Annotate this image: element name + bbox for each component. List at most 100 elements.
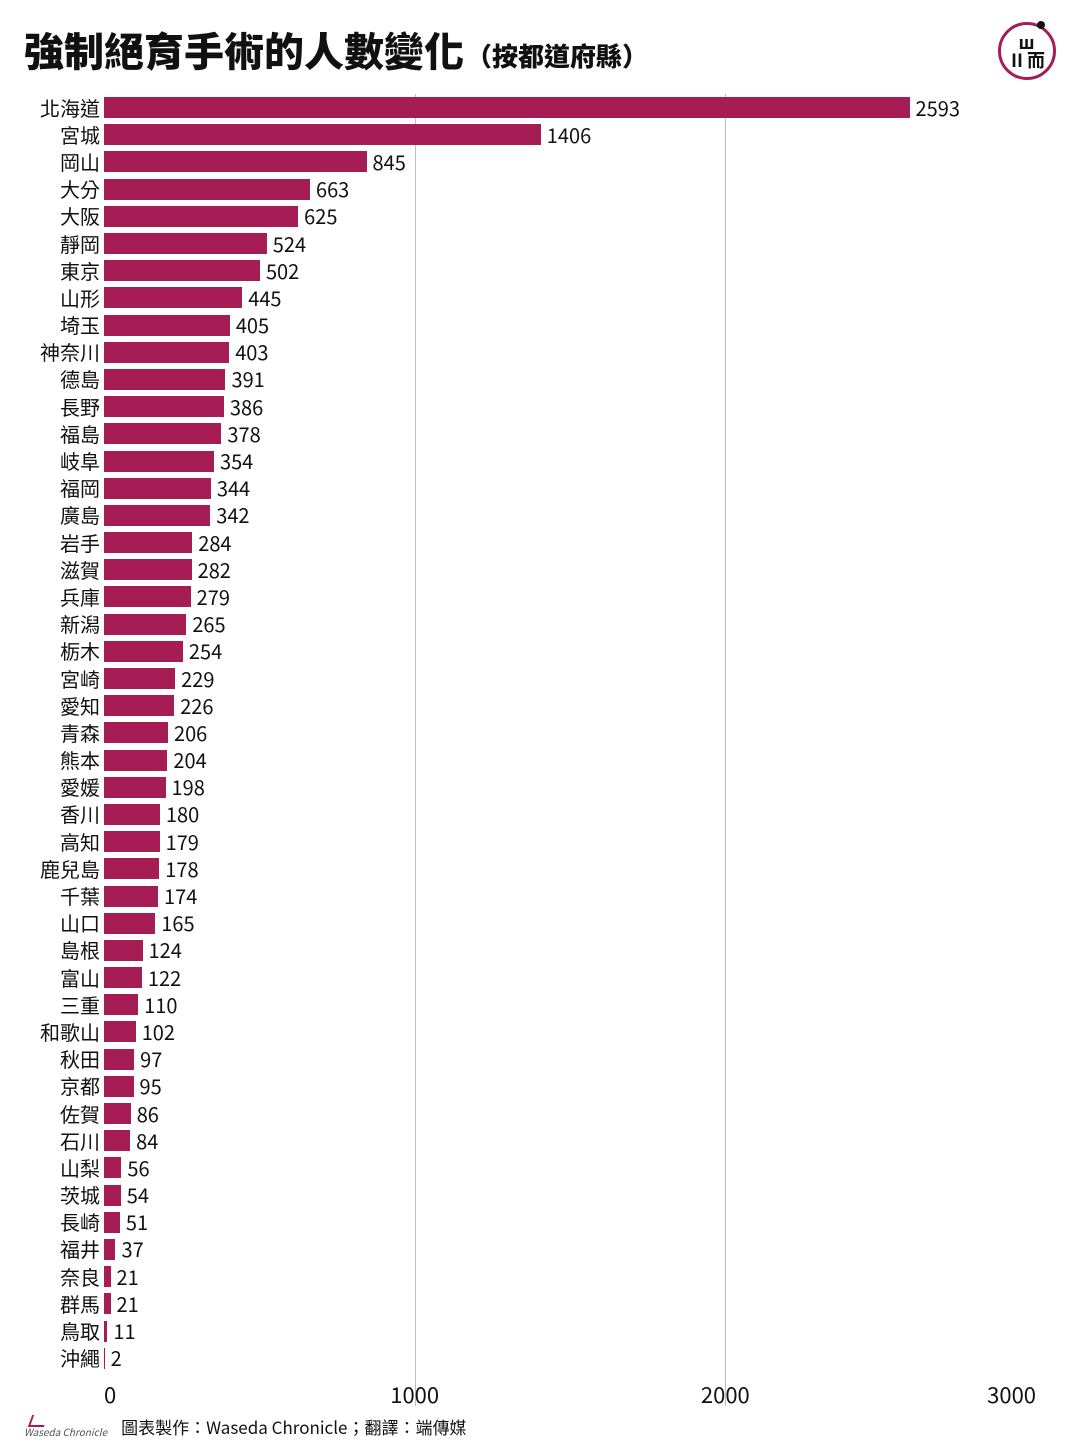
bar-row: 滋賀282 [104,556,1036,583]
y-axis-label: 熊本 [24,750,100,770]
bar-value: 56 [127,1158,149,1178]
bar-value: 403 [235,342,268,362]
publisher-logo-icon: ш Ⅱ而 [998,22,1056,80]
bar-value: 625 [304,206,337,226]
bar-row: 埼玉405 [104,312,1036,339]
y-axis-label: 兵庫 [24,587,100,607]
bar [104,260,260,281]
bar-track: 165 [104,910,1036,937]
bar [104,777,166,798]
bar [104,1293,111,1314]
bar-row: 沖繩2 [104,1345,1036,1372]
bar-value: 344 [217,478,250,498]
bar-track: 445 [104,284,1036,311]
bar-track: 524 [104,230,1036,257]
title: 強制絕育手術的人數變化 （按都道府縣） [24,20,648,78]
y-axis-label: 群馬 [24,1294,100,1314]
bar-row: 德島391 [104,366,1036,393]
footer: Waseda Chronicle 圖表製作：Waseda Chronicle；翻… [24,1414,1056,1439]
bar [104,750,167,771]
y-axis-label: 廣島 [24,505,100,525]
bar-row: 大分663 [104,176,1036,203]
y-axis-label: 長崎 [24,1212,100,1232]
bar-row: 鳥取11 [104,1317,1036,1344]
bar-row: 鹿兒島178 [104,855,1036,882]
bar-row: 宮崎229 [104,665,1036,692]
bar-track: 405 [104,312,1036,339]
bar-row: 東京502 [104,257,1036,284]
bar [104,967,142,988]
x-axis: 0100020003000 [104,1372,1036,1406]
bar-row: 愛知226 [104,692,1036,719]
bar-value: 86 [137,1104,159,1124]
logo-text-bottom: Ⅱ而 [1008,51,1046,69]
bar-row: 山梨56 [104,1154,1036,1181]
bar [104,1076,134,1097]
bar-value: 206 [174,723,207,743]
bar-track: 625 [104,203,1036,230]
bar-value: 198 [172,777,205,797]
bar [104,1321,107,1342]
bar-track: 845 [104,148,1036,175]
bar-row: 青森206 [104,719,1036,746]
bar [104,559,192,580]
bar-track: 174 [104,882,1036,909]
bar-value: 2 [111,1348,122,1368]
x-axis-tick: 2000 [701,1378,750,1410]
bar-row: 長野386 [104,393,1036,420]
bar-track: 254 [104,638,1036,665]
bar-track: 344 [104,475,1036,502]
bar-value: 663 [316,179,349,199]
bar [104,1348,105,1369]
bar-track: 265 [104,611,1036,638]
bar [104,179,310,200]
credit-text: 圖表製作：Waseda Chronicle；翻譯：端傳媒 [121,1414,466,1439]
bar-track: 284 [104,529,1036,556]
bar-track: 86 [104,1100,1036,1127]
bar-track: 97 [104,1046,1036,1073]
bar-value: 21 [117,1267,139,1287]
bar-track: 386 [104,393,1036,420]
bar-row: 兵庫279 [104,583,1036,610]
bar [104,369,225,390]
x-axis-tick: 1000 [390,1378,439,1410]
bar-value: 265 [192,614,225,634]
bar-value: 226 [180,696,213,716]
y-axis-label: 沖繩 [24,1348,100,1368]
bar-row: 山形445 [104,284,1036,311]
bar-track: 180 [104,801,1036,828]
bar [104,532,192,553]
y-axis-label: 福井 [24,1239,100,1259]
y-axis-label: 北海道 [24,98,100,118]
bar-row: 福島378 [104,420,1036,447]
bar [104,423,221,444]
y-axis-label: 山口 [24,913,100,933]
bar-row: 島根124 [104,937,1036,964]
bar-track: 403 [104,339,1036,366]
bar-track: 21 [104,1263,1036,1290]
bar [104,97,910,118]
y-axis-label: 宮崎 [24,669,100,689]
bar-row: 岩手284 [104,529,1036,556]
bar-row: 岡山845 [104,148,1036,175]
bar-value: 11 [113,1321,135,1341]
bar-row: 長崎51 [104,1209,1036,1236]
bar [104,1212,120,1233]
bar-row: 山口165 [104,910,1036,937]
y-axis-label: 三重 [24,995,100,1015]
bar [104,505,210,526]
bar-value: 445 [248,288,281,308]
bar-track: 178 [104,855,1036,882]
bar [104,722,168,743]
bar-row: 高知179 [104,828,1036,855]
bar-track: 11 [104,1317,1036,1344]
bar-row: 石川84 [104,1127,1036,1154]
bar [104,994,138,1015]
bar-value: 1406 [547,125,591,145]
y-axis-label: 愛媛 [24,777,100,797]
bar-value: 174 [164,886,197,906]
bar-track: 226 [104,692,1036,719]
bar [104,695,174,716]
bar-row: 宮城1406 [104,121,1036,148]
bar-value: 391 [231,369,264,389]
